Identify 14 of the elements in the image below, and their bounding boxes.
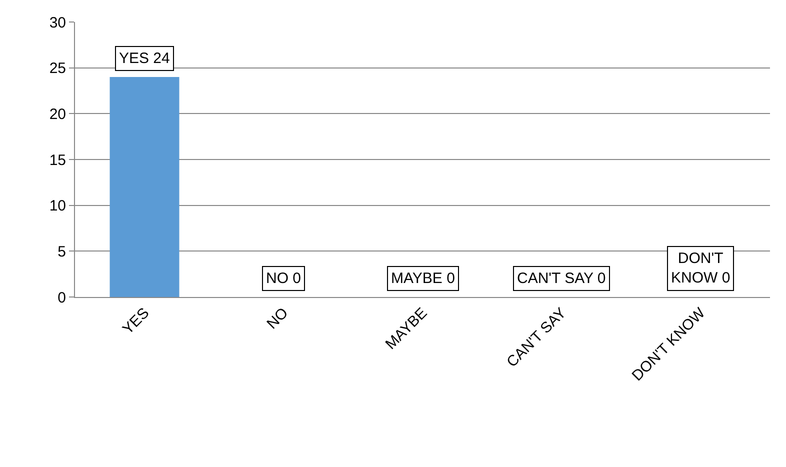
- data-label: DON'T KNOW 0: [671, 250, 730, 286]
- y-tick-label: 20: [49, 106, 66, 123]
- y-tick-label: 15: [49, 152, 66, 169]
- y-tick-label: 10: [49, 198, 66, 215]
- data-label: YES 24: [119, 50, 170, 67]
- x-tick-label: NO: [264, 304, 292, 333]
- data-label: NO 0: [266, 270, 302, 287]
- x-tick-label: YES: [119, 304, 153, 338]
- y-tick-label: 25: [49, 60, 66, 78]
- y-tick-label: 5: [58, 243, 66, 260]
- data-label: MAYBE 0: [391, 270, 455, 287]
- y-tick-label: 30: [49, 14, 66, 32]
- data-label: CAN'T SAY 0: [517, 270, 606, 287]
- y-tick-label: 0: [58, 289, 66, 306]
